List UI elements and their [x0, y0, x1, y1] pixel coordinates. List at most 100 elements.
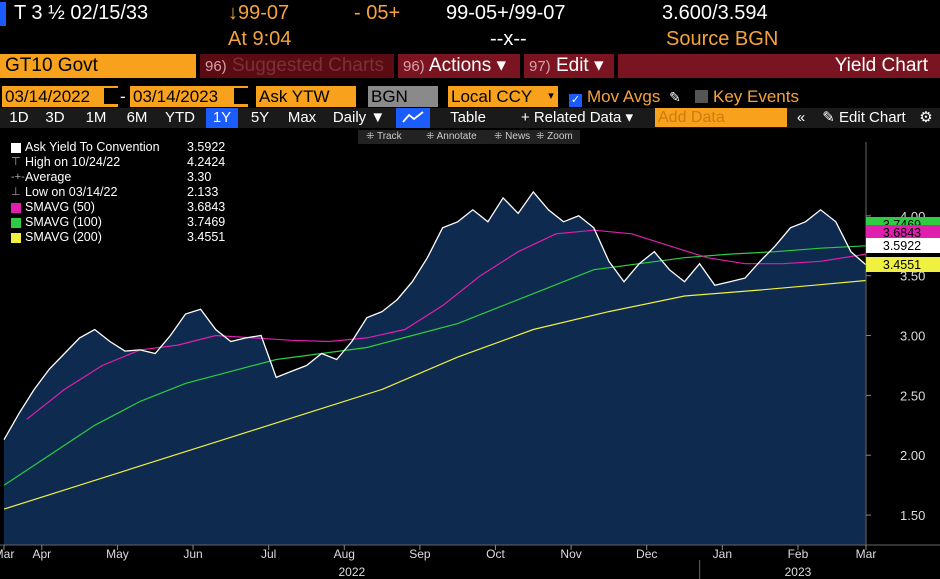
collapse-icon[interactable]: « [796, 109, 806, 126]
legend-value: 3.6843 [187, 200, 226, 214]
chart-legend: Ask Yield To Convention 3.5922 ⊤ High on… [11, 140, 233, 245]
period-3d[interactable]: 3D [45, 109, 65, 126]
mov-avgs-toggle[interactable]: ✓ Mov Avgs ✎ [566, 86, 686, 107]
legend-value: 3.4551 [187, 230, 226, 244]
period-ytd[interactable]: YTD [165, 109, 195, 126]
x-tick-label: Jul [261, 547, 276, 561]
legend-name: SMAVG (50) [25, 200, 95, 214]
key-events-label: Key Events [713, 87, 799, 106]
chart-mini-toolbar: ⁜ Track ⁜ Annotate ⁜ News ⁜ Zoom [358, 130, 580, 144]
yield-line [3, 190, 867, 441]
actions-label: Actions ▾ [428, 55, 507, 76]
legend-swatch [11, 233, 21, 243]
calendar-icon[interactable] [234, 88, 248, 104]
suggested-key: 96) [205, 58, 227, 75]
y-tick-label: 2.00 [900, 448, 925, 463]
key-events-toggle[interactable]: Key Events [692, 86, 822, 107]
legend-name: SMAVG (200) [25, 230, 102, 244]
x-tick-label: Oct [486, 547, 505, 561]
suggested-label: Suggested Charts [231, 55, 385, 76]
bid-price: ↓99-07 [228, 2, 290, 24]
row-selector [0, 2, 6, 26]
line-chart-icon[interactable] [396, 108, 430, 128]
add-data-input[interactable]: Add Data [655, 108, 787, 127]
pencil-icon: ✎ [822, 109, 840, 126]
legend-value: 3.7469 [187, 215, 226, 229]
actions-menu[interactable]: 96) Actions ▾ [398, 54, 520, 78]
news-label: News [505, 131, 531, 142]
table-button[interactable]: Table [450, 109, 486, 126]
field-dropdown[interactable]: Ask YTW [256, 86, 356, 107]
ticker-field[interactable]: GT10 Govt [0, 54, 196, 78]
end-date-field[interactable]: 03/14/2023 [130, 86, 248, 107]
period-5y[interactable]: 5Y [250, 109, 270, 126]
source-field[interactable]: BGN [368, 86, 438, 107]
news-button[interactable]: ⁜ News [494, 131, 531, 142]
edit-menu[interactable]: 97) Edit ▾ [524, 54, 614, 78]
annotate-label: Annotate [436, 131, 477, 142]
function-title: Yield Chart [618, 54, 940, 78]
period-6m[interactable]: 6M [126, 109, 148, 126]
x-tick-label: May [106, 547, 129, 561]
period-1d[interactable]: 1D [9, 109, 29, 126]
field-value: Ask YTW [259, 87, 330, 106]
legend-value: 4.2424 [187, 155, 226, 169]
parameters-bar: 03/14/2022 - 03/14/2023 Ask YTW BGN Loca… [0, 86, 940, 107]
frequency-dropdown[interactable]: Daily ▼ [332, 109, 386, 126]
end-date-value: 03/14/2023 [133, 87, 219, 106]
mov-avgs-label: Mov Avgs [587, 87, 661, 106]
yield-area [4, 191, 866, 545]
period-toolbar: 1D 3D 1M 6M YTD 1Y 5Y Max Daily ▼ Table … [0, 108, 940, 128]
y-tick-label: 1.50 [900, 508, 925, 523]
unchecked-box-icon [695, 90, 708, 103]
edit-label: Edit ▾ [555, 55, 604, 76]
yields: 3.600/3.594 [662, 2, 768, 24]
sma-line-200 [3, 279, 867, 510]
related-data-menu[interactable]: + Related Data ▾ [520, 109, 634, 126]
time-label: At 9:04 [228, 28, 292, 50]
zoom-label: Zoom [547, 131, 573, 142]
legend-value: 3.30 [187, 170, 212, 184]
y-axis: 1.502.002.503.003.504.00 [865, 142, 925, 548]
period-1m[interactable]: 1M [85, 109, 107, 126]
currency-dropdown[interactable]: Local CCY ▾ [448, 86, 558, 107]
last-value-box [866, 257, 940, 272]
date-separator: - [120, 87, 126, 106]
period-1y[interactable]: 1Y [206, 108, 238, 128]
price-change: - 05+ [354, 2, 401, 24]
start-date-field[interactable]: 03/14/2022 [2, 86, 118, 107]
year-label: 2023 [785, 565, 812, 579]
pencil-icon[interactable]: ✎ [669, 89, 681, 105]
legend-name: High on 10/24/22 [25, 155, 121, 169]
checked-box-icon: ✓ [569, 94, 582, 107]
y-tick-label: 2.50 [900, 388, 925, 403]
yield-chart[interactable]: 1.502.002.503.003.504.00 MarAprMayJunJul… [0, 128, 940, 579]
zoom-button[interactable]: ⁜ Zoom [536, 131, 573, 142]
legend-swatch [11, 218, 21, 228]
last-value-text: 3.4551 [883, 258, 921, 272]
suggested-charts-button[interactable]: 96) Suggested Charts [200, 54, 394, 78]
line-chart-glyph [402, 111, 424, 123]
legend-swatch [11, 143, 21, 153]
legend-row-sma200[interactable]: SMAVG (200) 3.4551 [11, 230, 233, 245]
function-bar: GT10 Govt 96) Suggested Charts 96) Actio… [0, 54, 940, 78]
quote-subheader-row: At 9:04 --x-- Source BGN [0, 28, 940, 53]
track-button[interactable]: ⁜ Track [366, 131, 402, 142]
y-tick-label: 3.50 [900, 269, 925, 284]
edit-chart-button[interactable]: ✎ Edit Chart [816, 108, 912, 128]
legend-row-average: -+- Average 3.30 [11, 170, 233, 185]
gear-icon[interactable]: ⚙ [919, 109, 933, 126]
calendar-icon[interactable] [104, 88, 118, 104]
legend-row-sma50[interactable]: SMAVG (50) 3.6843 [11, 200, 233, 215]
annotate-button[interactable]: ⁜ Annotate [426, 131, 477, 142]
legend-row-price[interactable]: Ask Yield To Convention 3.5922 [11, 140, 233, 155]
legend-row-low: ⊥ Low on 03/14/22 2.133 [11, 185, 233, 200]
actions-key: 96) [403, 58, 425, 75]
period-max[interactable]: Max [287, 109, 317, 126]
legend-row-sma100[interactable]: SMAVG (100) 3.7469 [11, 215, 233, 230]
average-marker-icon: -+- [11, 171, 25, 183]
last-value-box [866, 238, 940, 253]
x-tick-label: Dec [636, 547, 657, 561]
high-marker-icon: ⊤ [11, 156, 21, 168]
